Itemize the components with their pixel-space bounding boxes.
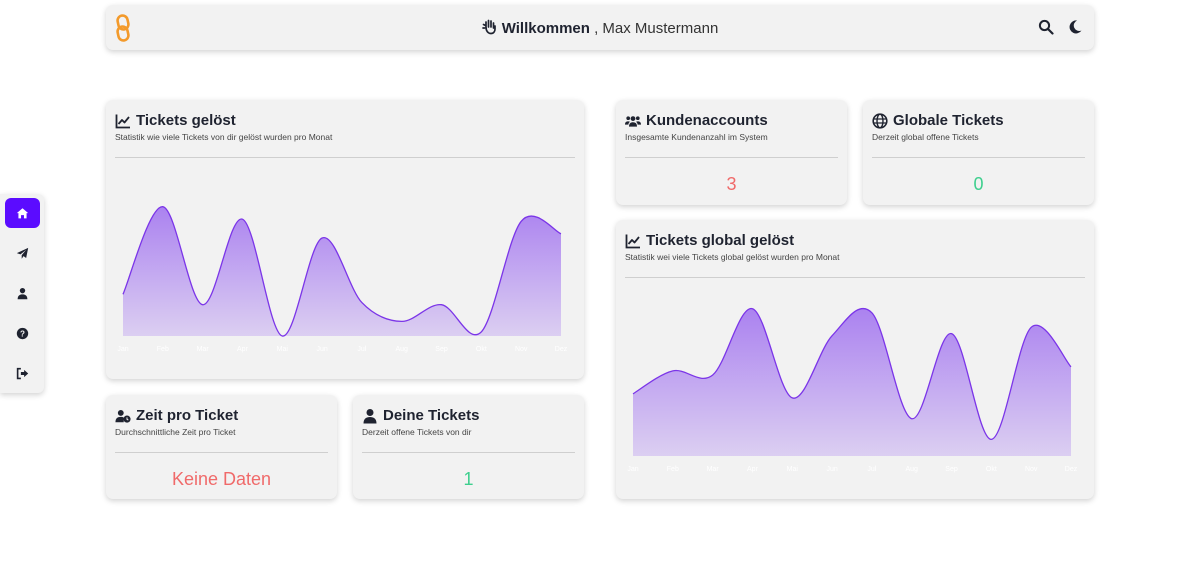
x-tick-label: Jun (316, 346, 327, 353)
global-tickets-subtitle: Derzeit global offene Tickets (872, 132, 979, 142)
user-clock-icon (115, 409, 131, 423)
welcome-message: Willkommen , Max Mustermann (106, 19, 1094, 37)
divider (872, 157, 1085, 158)
nav-logout-button[interactable] (5, 358, 40, 388)
your-tickets-card: Deine Tickets Derzeit offene Tickets von… (353, 395, 584, 499)
x-tick-label: Okt (476, 346, 487, 353)
nav-profile-button[interactable] (5, 278, 40, 308)
your-tickets-value: 1 (463, 469, 474, 489)
customer-accounts-title: Kundenaccounts (625, 112, 768, 129)
x-tick-label: Aug (905, 466, 918, 473)
time-per-ticket-title-text: Zeit pro Ticket (136, 407, 239, 424)
question-circle-icon: ? (16, 327, 29, 339)
waving-hand-icon (481, 19, 496, 35)
sidebar-nav: ? (0, 194, 44, 393)
global-tickets-title-text: Globale Tickets (893, 112, 1004, 129)
time-per-ticket-subtitle: Durchschnittliche Zeit pro Ticket (115, 427, 236, 437)
x-tick-label: Sep (435, 346, 448, 353)
logo-link-icon[interactable] (114, 14, 132, 42)
home-icon (16, 207, 29, 218)
chart-series-line (122, 206, 562, 337)
chart-line-icon (625, 234, 640, 248)
paper-plane-icon (16, 247, 29, 259)
chart-line-icon (115, 114, 130, 128)
x-tick-label: Nov (1025, 466, 1038, 473)
sign-out-icon (16, 367, 29, 379)
x-tick-label: Sep (945, 466, 958, 473)
x-tick-label: Aug (395, 346, 408, 353)
welcome-label: Willkommen (501, 20, 590, 37)
x-tick-label: Feb (157, 346, 169, 353)
customer-accounts-title-text: Kundenaccounts (646, 112, 768, 129)
global-tickets-value: 0 (973, 174, 984, 194)
customer-accounts-subtitle: Insgesamte Kundenanzahl im System (625, 132, 768, 142)
tickets-global-solved-title-text: Tickets global gelöst (646, 232, 795, 249)
x-tick-label: Jan (117, 346, 128, 353)
tickets-global-solved-card: Tickets global gelöst Statistik wei viel… (616, 220, 1094, 499)
tickets-global-solved-title: Tickets global gelöst (625, 232, 794, 249)
svg-text:?: ? (20, 329, 25, 338)
x-tick-label: Mai (787, 466, 799, 473)
moon-icon[interactable] (1067, 19, 1083, 35)
chart-area (123, 206, 561, 337)
chart-series-line (632, 307, 1072, 441)
top-header: Willkommen , Max Mustermann (106, 5, 1094, 50)
time-per-ticket-value: Keine Daten (171, 469, 272, 489)
divider (625, 157, 838, 158)
tickets-solved-title: Tickets gelöst (115, 112, 236, 129)
x-tick-label: Jun (826, 466, 837, 473)
customer-accounts-card: Kundenaccounts Insgesamte Kundenanzahl i… (616, 100, 847, 205)
global-tickets-title: Globale Tickets (872, 112, 1004, 129)
x-tick-label: Mai (277, 346, 289, 353)
user-name: , Max Mustermann (589, 20, 719, 37)
search-icon[interactable] (1038, 19, 1054, 35)
x-tick-label: Jan (627, 466, 638, 473)
nav-help-button[interactable]: ? (5, 318, 40, 348)
x-tick-label: Dez (555, 346, 568, 353)
your-tickets-subtitle: Derzeit offene Tickets von dir (362, 427, 472, 437)
x-tick-label: Apr (237, 346, 249, 353)
x-tick-label: Feb (667, 466, 679, 473)
your-tickets-title-text: Deine Tickets (383, 407, 480, 424)
your-tickets-title: Deine Tickets (362, 407, 479, 424)
time-per-ticket-title: Zeit pro Ticket (115, 407, 238, 424)
tickets-global-solved-chart: Jan Feb Mar Apr Mai Jun Jul Aug Sep Okt Nov Dez (627, 307, 1078, 473)
x-tick-label: Mar (197, 346, 210, 353)
tickets-solved-subtitle: Statistik wie viele Tickets von dir gelö… (115, 132, 333, 142)
tickets-global-solved-subtitle: Statistik wei viele Tickets global gelös… (625, 252, 840, 262)
x-tick-label: Nov (515, 346, 528, 353)
customer-accounts-value: 3 (726, 174, 737, 194)
globe-icon (872, 112, 888, 129)
x-tick-label: Okt (986, 466, 997, 473)
nav-home-button[interactable] (5, 198, 40, 228)
divider (625, 277, 1085, 278)
x-tick-label: Mar (707, 466, 720, 473)
x-tick-label: Jul (867, 466, 876, 473)
divider (115, 452, 328, 453)
chart-area (633, 308, 1071, 456)
x-tick-label: Dez (1065, 466, 1078, 473)
x-tick-label: Jul (357, 346, 366, 353)
divider (362, 452, 575, 453)
x-tick-label: Apr (747, 466, 759, 473)
user-icon (17, 287, 28, 299)
time-per-ticket-card: Zeit pro Ticket Durchschnittliche Zeit p… (106, 395, 337, 499)
nav-tickets-button[interactable] (5, 238, 40, 268)
user-icon (363, 408, 377, 423)
tickets-solved-chart: Jan Feb Mar Apr Mai Jun Jul Aug Sep Okt Nov Dez (117, 206, 568, 353)
divider (115, 157, 575, 158)
global-tickets-card: Globale Tickets Derzeit global offene Ti… (863, 100, 1094, 205)
tickets-solved-title-text: Tickets gelöst (136, 112, 236, 129)
users-icon (625, 115, 641, 127)
tickets-solved-card: Tickets gelöst Statistik wie viele Ticke… (106, 100, 584, 379)
